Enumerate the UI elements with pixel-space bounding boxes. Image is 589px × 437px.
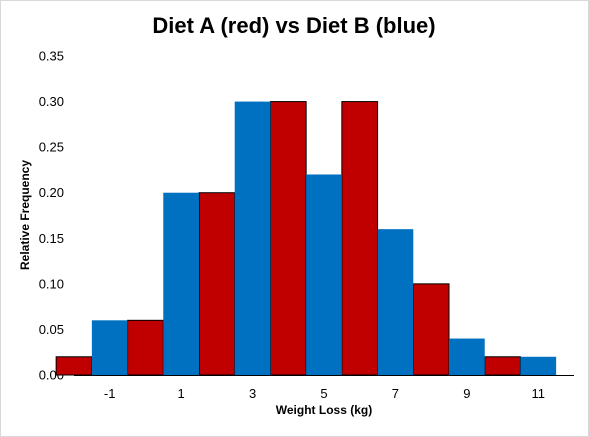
y-tick-label: 0.10	[39, 276, 64, 291]
y-axis-ticks: 0.000.050.100.150.200.250.300.35	[39, 49, 64, 383]
bar-diet-a	[269, 101, 307, 376]
chart-title: Diet A (red) vs Diet B (blue)	[152, 13, 435, 38]
bar-diet-b	[377, 229, 414, 375]
y-tick-label: 0.20	[39, 185, 64, 200]
bar-diet-a	[341, 101, 379, 376]
bar-diet-b	[91, 320, 128, 375]
bar-diet-a	[127, 319, 164, 376]
x-axis-label: Weight Loss (kg)	[276, 403, 372, 417]
x-tick-label: 3	[249, 386, 256, 401]
y-tick-label: 0.15	[39, 231, 64, 246]
y-tick-label: 0.35	[39, 49, 64, 64]
y-tick-label: 0.30	[39, 94, 64, 109]
x-tick-label: 11	[532, 386, 546, 401]
x-tick-label: 9	[463, 386, 470, 401]
y-axis-label: Relative Frequency	[18, 160, 32, 270]
bars	[55, 101, 557, 376]
bar-diet-a	[198, 192, 236, 376]
bar-diet-a	[55, 356, 93, 376]
bar-diet-b	[520, 356, 557, 375]
x-tick-label: 1	[178, 386, 185, 401]
x-tick-label: 5	[320, 386, 327, 401]
bar-diet-b	[306, 174, 342, 375]
bar-diet-b	[234, 101, 271, 376]
bar-diet-b	[449, 338, 485, 375]
bar-diet-b	[163, 192, 199, 375]
x-tick-label: -1	[104, 386, 116, 401]
y-tick-label: 0.25	[39, 140, 64, 155]
x-axis-ticks: -1 1 3 5 7 9 11	[104, 386, 545, 401]
bar-diet-a	[412, 283, 450, 376]
bar-diet-a	[484, 356, 521, 376]
x-tick-label: 7	[392, 386, 399, 401]
y-tick-label: 0.05	[39, 322, 64, 337]
